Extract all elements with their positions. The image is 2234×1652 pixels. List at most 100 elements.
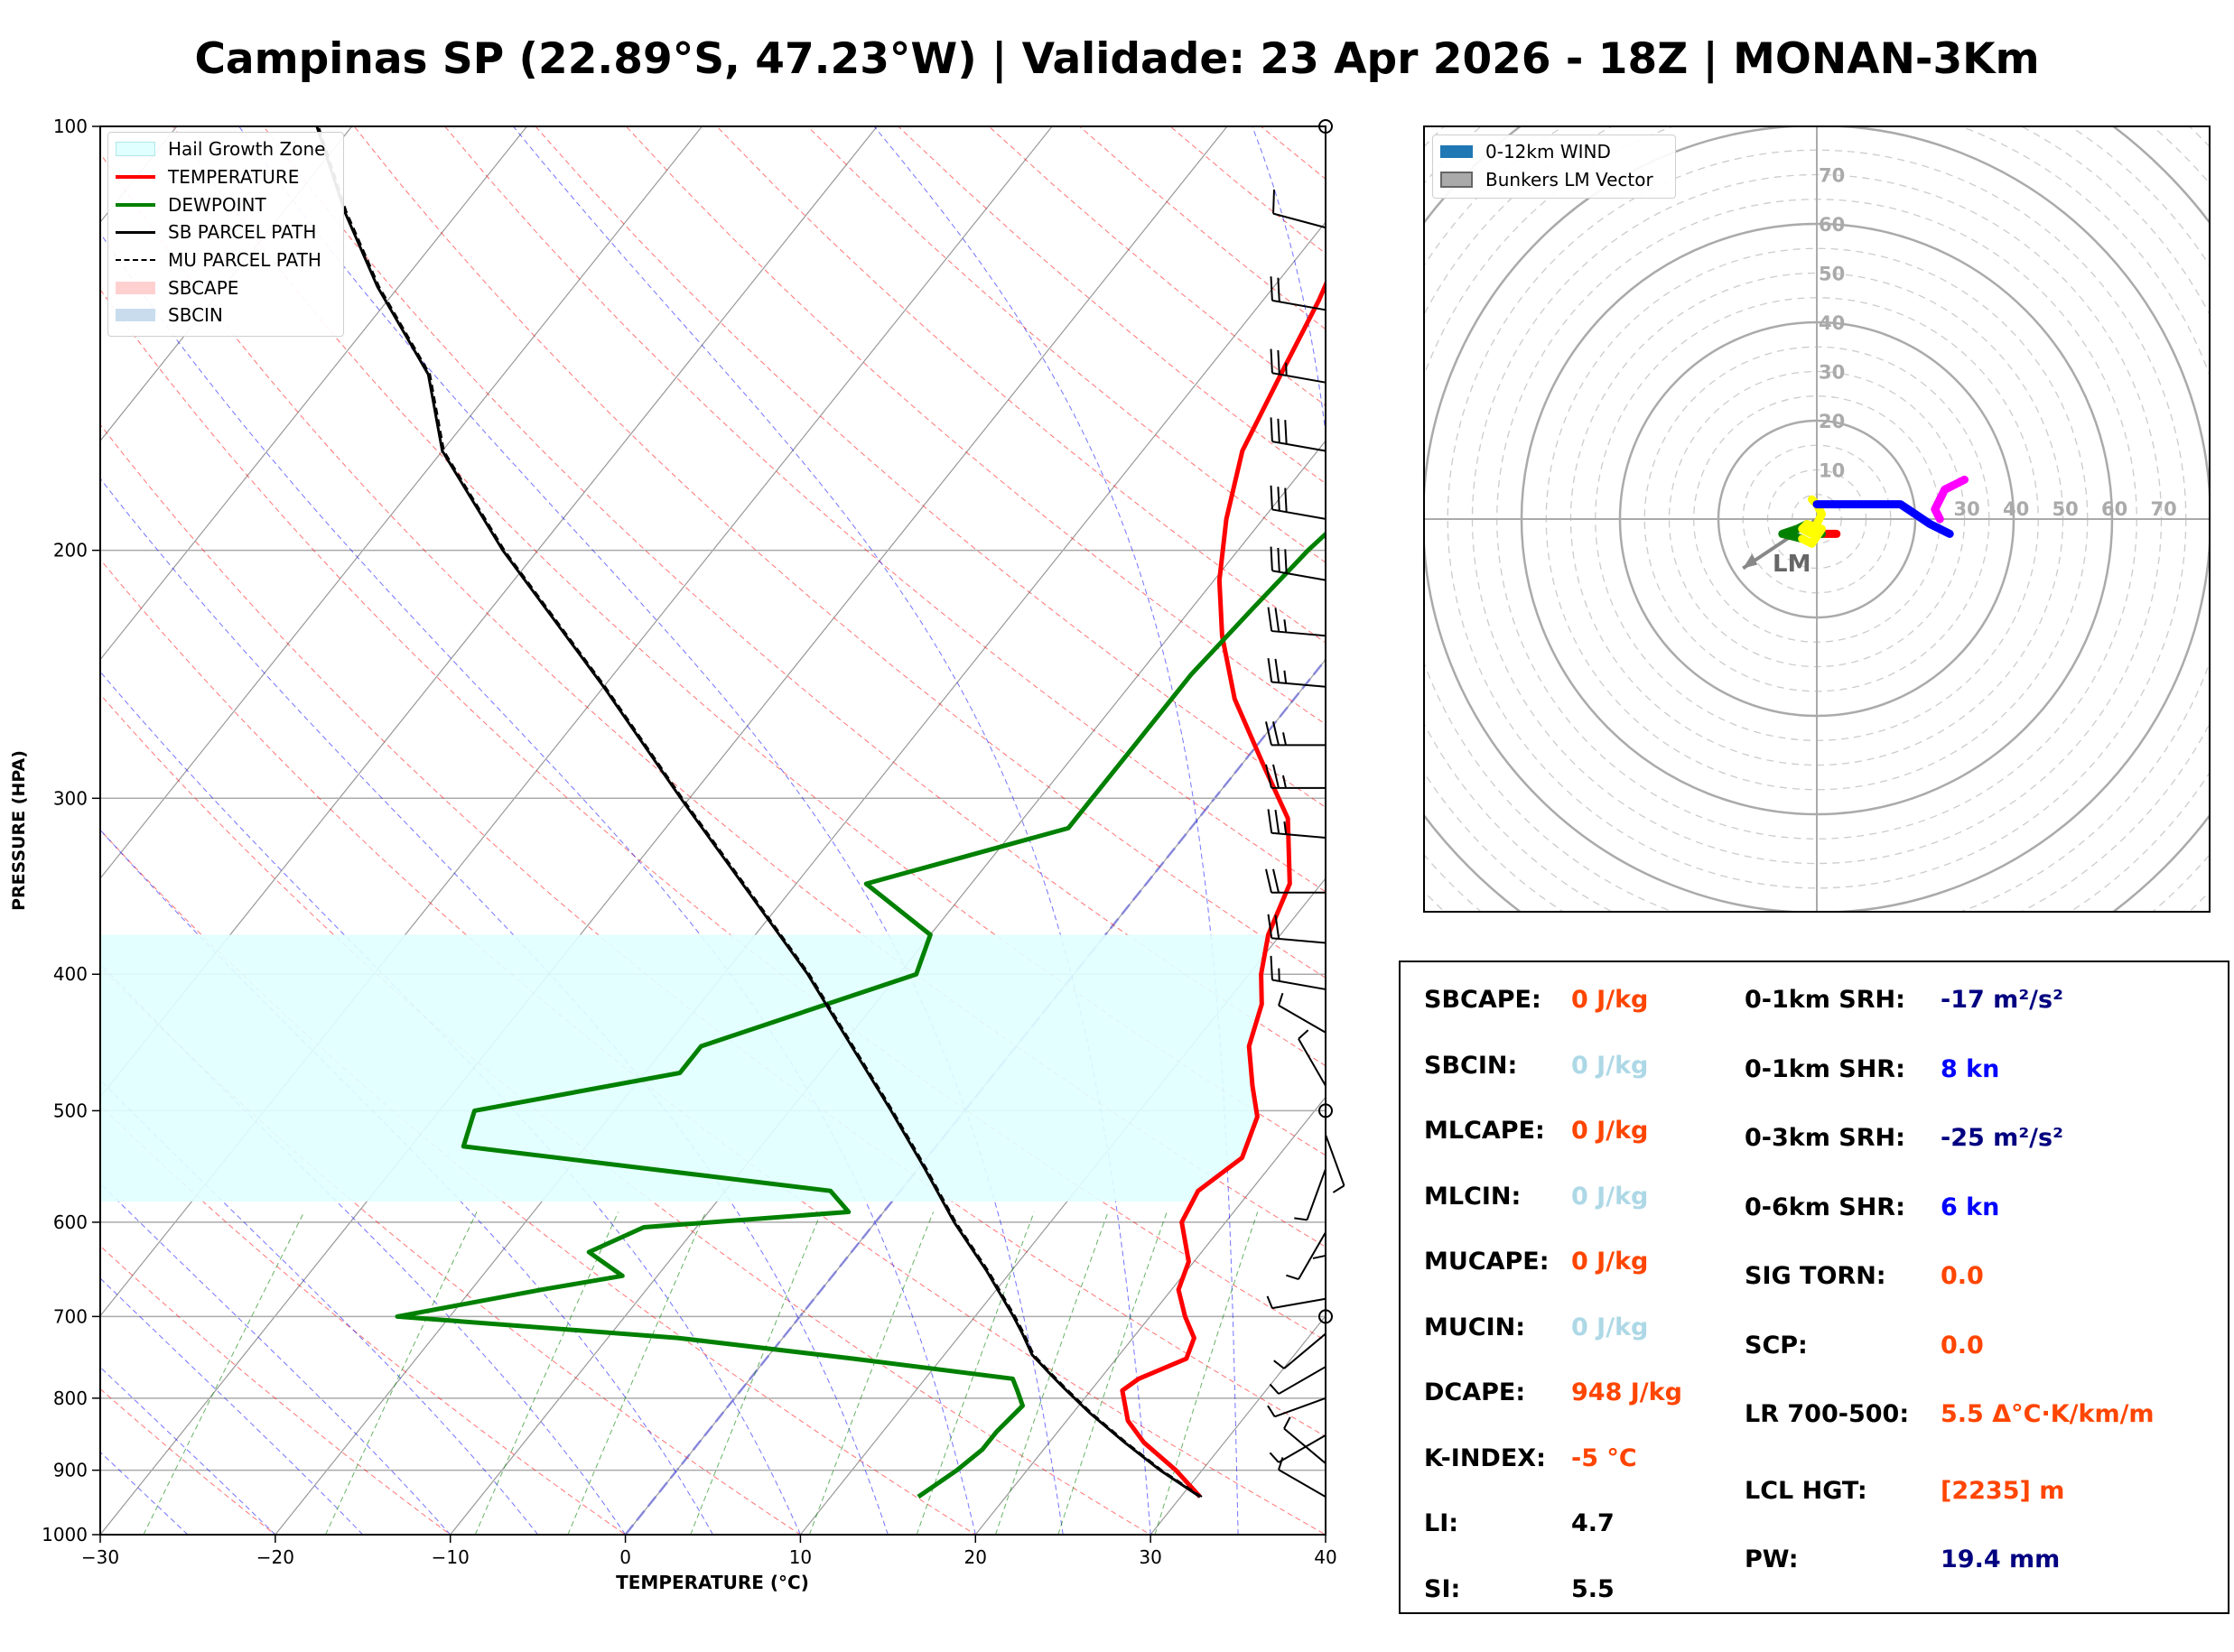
barb-flag — [1270, 276, 1273, 301]
isotherm-line — [100, 126, 353, 442]
calm-circle — [1318, 119, 1333, 134]
wind-barbs — [1265, 119, 1345, 1498]
barb-flag — [1277, 547, 1280, 572]
legend-label: SBCAPE — [168, 276, 239, 299]
param-label: SI: — [1424, 1574, 1461, 1603]
barb-flag — [1265, 868, 1272, 893]
wind-barb — [1286, 1231, 1326, 1281]
isotherm-line — [100, 126, 879, 1099]
temperature-line — [1120, 279, 1326, 1499]
x-tick-label: 0 — [619, 1546, 631, 1568]
hodograph-rings: 10 20 30 30 40 40 50 50 60 60 70 70 — [1424, 126, 2210, 912]
param-label: 0-3km SRH: — [1745, 1124, 1905, 1152]
legend-swatch — [116, 202, 155, 207]
param-value: 19.4 mm — [1941, 1545, 2061, 1573]
barb-flag — [1270, 485, 1273, 510]
param-value: 0 J/kg — [1571, 1117, 1649, 1145]
x-tick-label: 40 — [1314, 1546, 1336, 1568]
mu-parcel-line — [317, 126, 1203, 1498]
barb-half-flag — [1283, 670, 1288, 684]
wind-barb — [1294, 1168, 1326, 1221]
lm-label: LM — [1773, 551, 1810, 578]
param-label: PW: — [1745, 1545, 1799, 1573]
skewt-frame — [99, 125, 1326, 1536]
barb-half-flag — [1332, 1184, 1345, 1193]
barb-half-flag — [1269, 1383, 1280, 1395]
barb-flag — [1267, 607, 1273, 632]
ring-label-h: 70 — [2151, 498, 2177, 520]
zero-isotherm — [624, 657, 1326, 1535]
barb-half-flag — [1273, 1360, 1285, 1369]
barb-shaft — [1298, 1038, 1326, 1087]
barb-half-flag — [1269, 1452, 1280, 1463]
isotherm-line — [449, 440, 1326, 1535]
param-value: 8 kn — [1941, 1054, 2000, 1083]
param-label: 0-1km SHR: — [1745, 1054, 1905, 1083]
param-label: 0-1km SRH: — [1745, 986, 1905, 1014]
isotherm-line — [100, 126, 528, 661]
ring-label-h: 60 — [2101, 498, 2127, 520]
x-tick-label: 10 — [789, 1546, 812, 1568]
wind-barb — [1270, 417, 1326, 452]
y-tick-label: 200 — [53, 540, 88, 561]
barb-shaft — [1271, 372, 1326, 384]
param-label: SCP: — [1745, 1331, 1808, 1360]
y-axis-label: PRESSURE (HPA) — [9, 750, 29, 911]
barb-flag — [1267, 657, 1273, 682]
barb-half-flag — [1286, 1274, 1299, 1281]
barb-half-flag — [1283, 821, 1288, 835]
parameters-panel: SBCAPE: 0 J/kg SBCIN: 0 J/kg MLCAPE: 0 J/kg ML… — [1399, 961, 2229, 1614]
y-tick-label: 100 — [53, 116, 88, 137]
param-label: 0-6km SHR: — [1745, 1193, 1905, 1221]
mixing-ratio-line — [143, 1211, 305, 1535]
param-label: MUCIN: — [1424, 1313, 1526, 1341]
hodograph-segment — [1812, 500, 1954, 538]
barb-flag — [1277, 487, 1280, 511]
barb-flag — [1274, 608, 1280, 632]
mixing-ratio-line — [690, 1211, 823, 1535]
param-label: MUCAPE: — [1424, 1248, 1550, 1276]
barb-half-flag — [1283, 1416, 1291, 1429]
barb-shaft — [1306, 1168, 1326, 1220]
x-axis-label: TEMPERATURE (°C) — [616, 1572, 809, 1593]
legend-item: Hail Growth Zone — [108, 135, 343, 163]
param-label: DCAPE: — [1424, 1378, 1526, 1406]
dry-adiabat — [535, 126, 1326, 808]
barb-shaft — [1271, 299, 1326, 311]
calm-circle — [1318, 1309, 1333, 1324]
barb-shaft — [1271, 937, 1326, 944]
y-tick-label: 800 — [53, 1387, 88, 1409]
ring-label-v: 10 — [1819, 460, 1845, 482]
barb-shaft — [1271, 831, 1326, 840]
legend-swatch — [1440, 172, 1473, 189]
wind-barb — [1272, 189, 1326, 229]
barb-flag — [1277, 418, 1280, 443]
param-value: 0 J/kg — [1571, 1248, 1649, 1276]
param-value: 5.5 Δ°C·K/km/m — [1941, 1400, 2155, 1428]
hodograph-segment — [1931, 475, 1969, 524]
ring-label-v: 50 — [1819, 264, 1845, 285]
barb-shaft — [1283, 1332, 1326, 1369]
barb-flag — [1272, 764, 1280, 789]
moist-adiabat — [100, 232, 976, 1535]
sb-parcel-line — [315, 126, 1201, 1499]
x-tick-label: −30 — [81, 1546, 119, 1568]
barb-flag — [1284, 549, 1288, 574]
isotherm-line — [100, 126, 703, 879]
moist-adiabat — [100, 1079, 538, 1535]
wind-barb — [1270, 276, 1326, 311]
barb-half-flag — [1298, 1029, 1309, 1040]
param-value: 0.0 — [1941, 1262, 1984, 1290]
barb-flag — [1265, 721, 1272, 746]
barb-flag — [1277, 277, 1280, 302]
param-value: [2235] m — [1941, 1476, 2065, 1505]
wind-barb — [1267, 809, 1326, 840]
legend-label: 0-12km WIND — [1485, 141, 1611, 163]
dry-adiabat — [263, 126, 1326, 1067]
barb-half-flag — [1282, 732, 1287, 746]
mixing-ratio-line — [808, 1211, 935, 1535]
param-value: 0 J/kg — [1571, 1182, 1649, 1211]
legend-item: SB PARCEL PATH — [108, 218, 343, 246]
wind-barb — [1267, 1397, 1326, 1418]
barb-shaft — [1271, 1297, 1326, 1310]
